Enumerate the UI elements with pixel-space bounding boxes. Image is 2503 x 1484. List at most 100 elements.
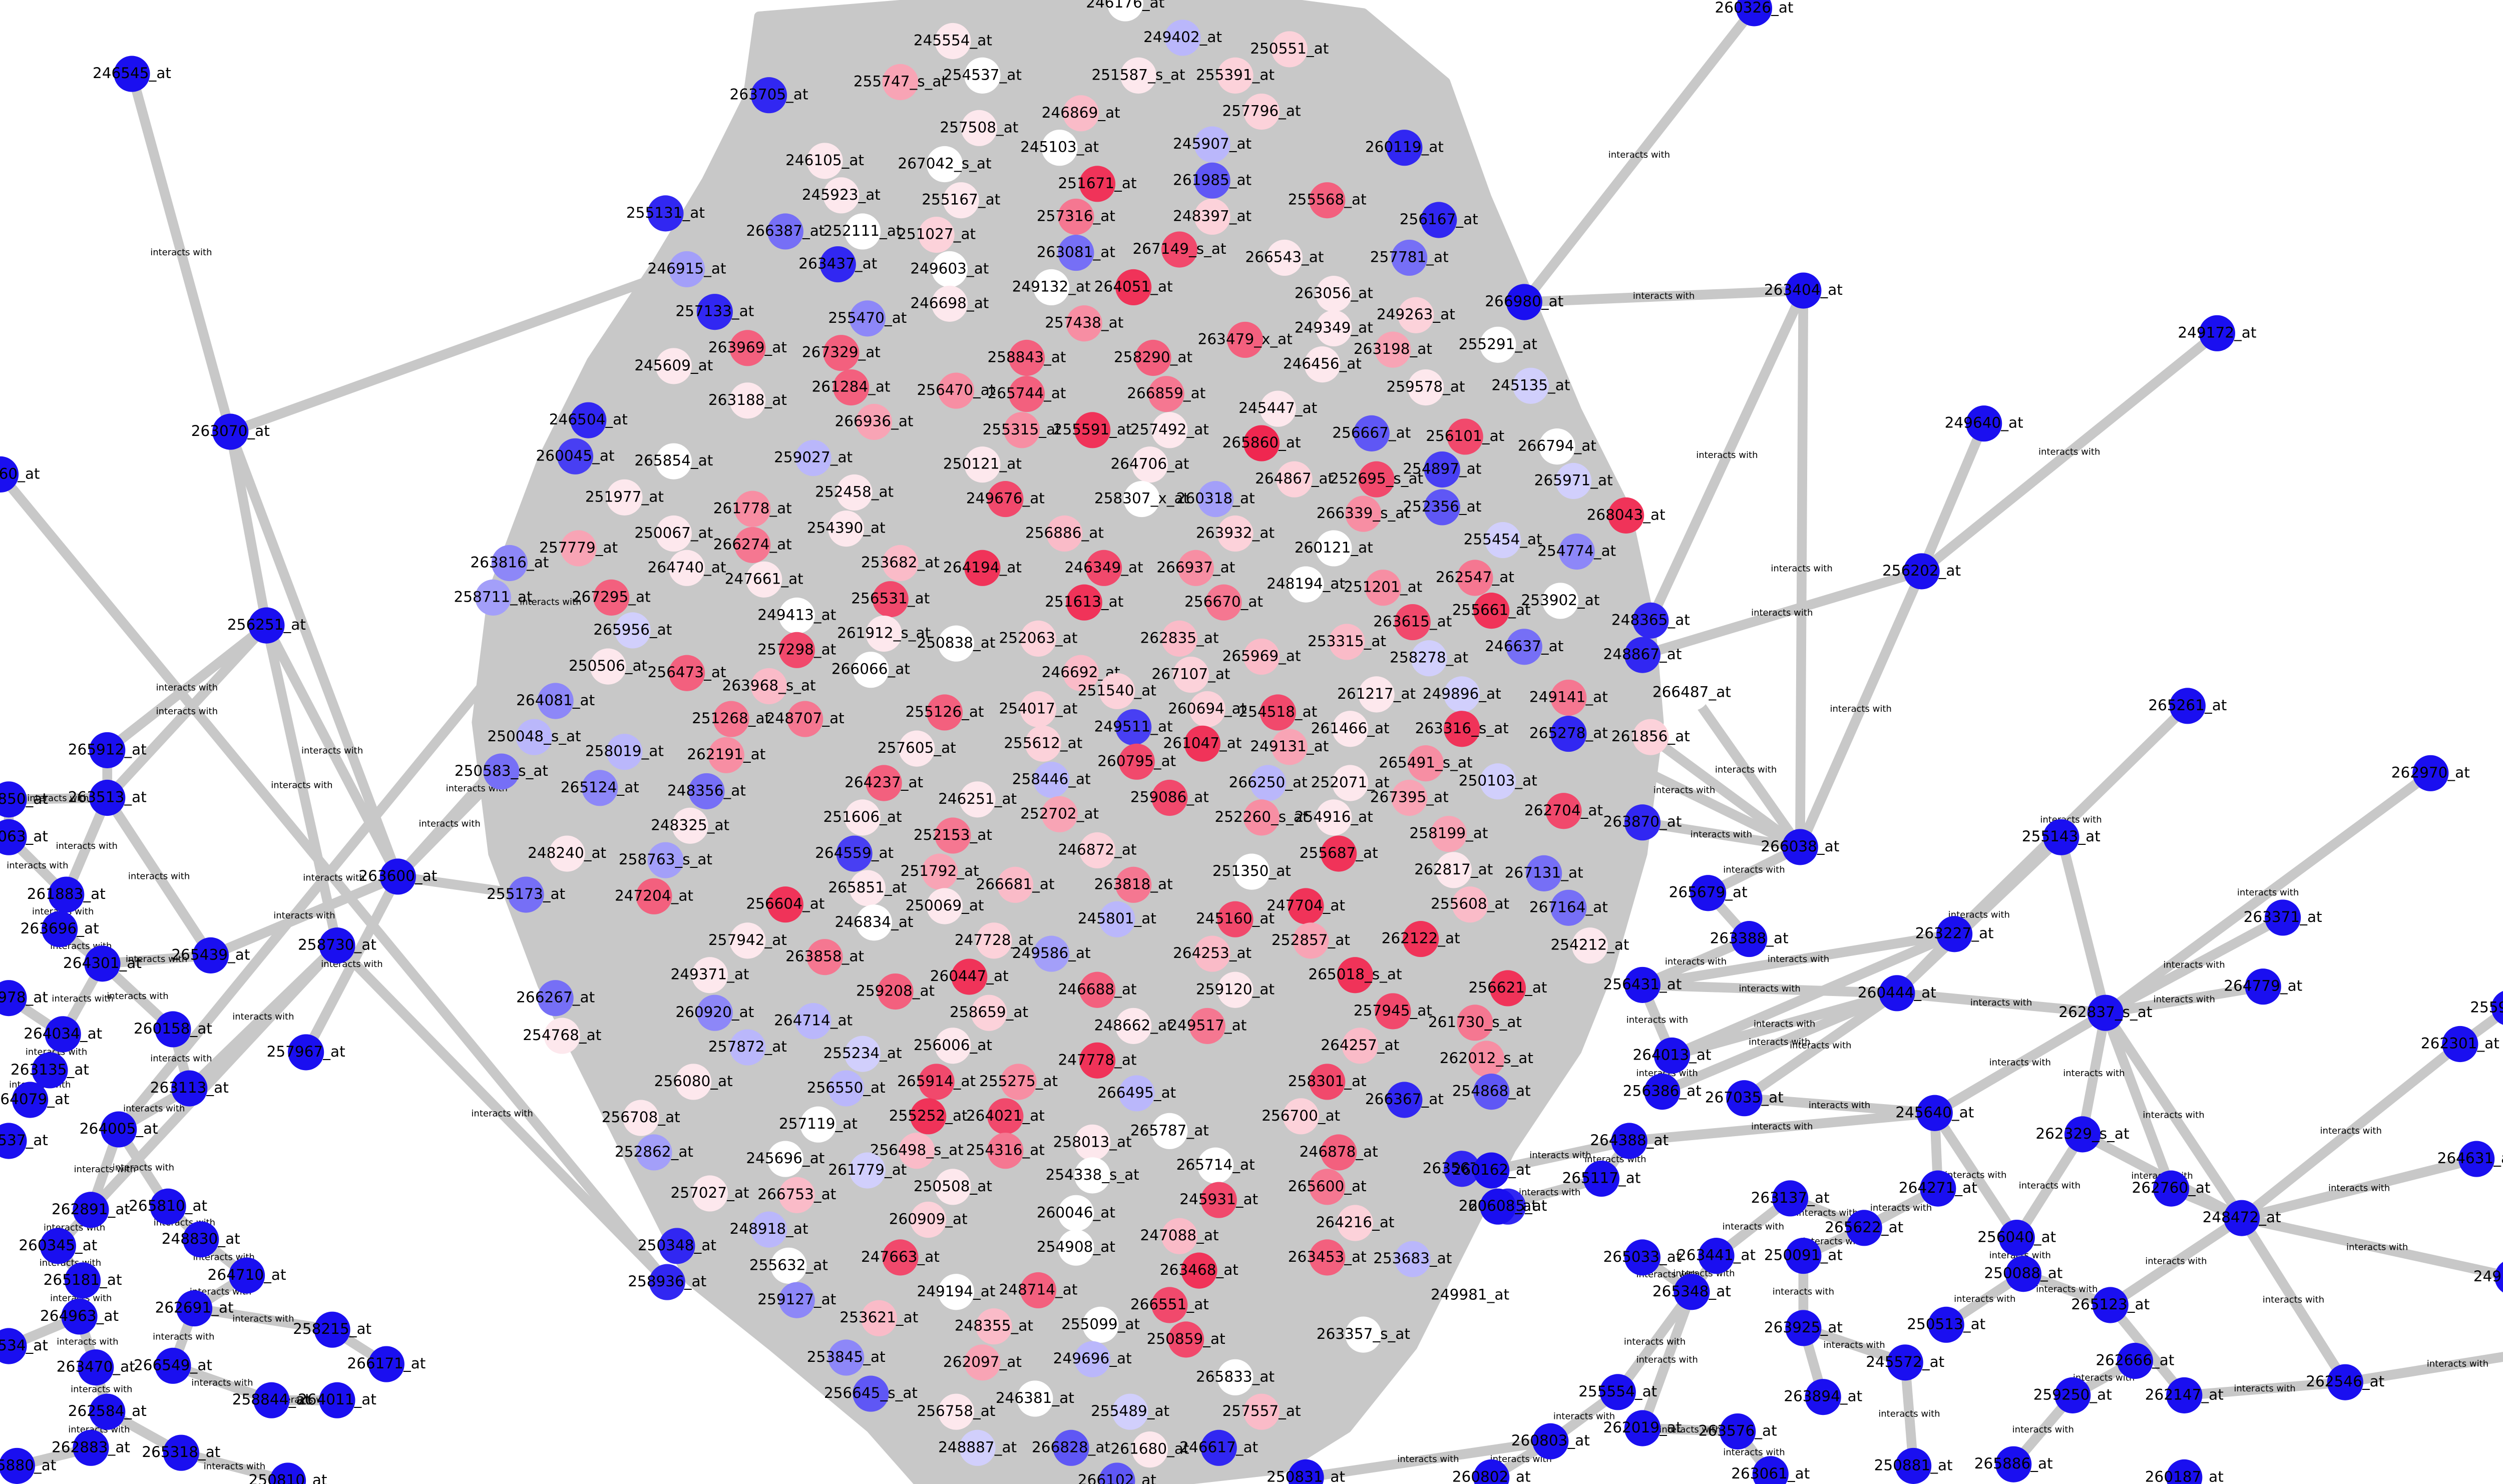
gene-node-circle[interactable] <box>163 1434 199 1471</box>
gene-node[interactable]: 254390_at <box>807 511 886 547</box>
gene-node-circle[interactable] <box>1194 935 1230 972</box>
gene-node[interactable]: 268043_at <box>1587 497 1665 534</box>
gene-node-circle[interactable] <box>1168 1321 1204 1358</box>
gene-node-circle[interactable] <box>1151 1287 1188 1323</box>
gene-node-circle[interactable] <box>1480 1188 1516 1225</box>
gene-node[interactable]: 250881_at <box>1874 1447 1953 1484</box>
gene-node[interactable]: 259250_at <box>2033 1377 2112 1413</box>
gene-node-circle[interactable] <box>659 1228 695 1264</box>
gene-node[interactable]: 245609_at <box>634 348 713 384</box>
gene-node-circle[interactable] <box>1966 405 2002 442</box>
gene-node[interactable]: 246456_at <box>1283 346 1362 383</box>
gene-node-circle[interactable] <box>557 438 594 474</box>
gene-node-circle[interactable] <box>1674 1274 1710 1310</box>
gene-node[interactable]: 255291_at <box>1459 326 1537 363</box>
gene-node[interactable]: 246105_at <box>785 143 864 179</box>
gene-node-circle[interactable] <box>1512 367 1549 404</box>
gene-node[interactable]: 250508_at <box>914 1169 992 1205</box>
gene-node[interactable]: 255099_at <box>1061 1306 1140 1343</box>
gene-node-circle[interactable] <box>48 876 85 913</box>
gene-node-circle[interactable] <box>1480 763 1516 800</box>
gene-node-circle[interactable] <box>1025 725 1061 762</box>
gene-node-circle[interactable] <box>1321 1134 1357 1171</box>
gene-node-circle[interactable] <box>1020 691 1057 727</box>
gene-node[interactable]: 263968_s_at <box>722 668 816 705</box>
gene-node-circle[interactable] <box>89 732 126 768</box>
gene-node[interactable]: 266495_at <box>1097 1075 1176 1112</box>
gene-node[interactable]: 252260_s_at <box>1214 799 1309 836</box>
gene-node-circle[interactable] <box>1903 553 1940 590</box>
gene-node-circle[interactable] <box>926 888 963 924</box>
gene-node-circle[interactable] <box>212 413 249 450</box>
gene-node[interactable]: 263316_s_at <box>1415 711 1509 747</box>
gene-node-circle[interactable] <box>1115 1008 1152 1044</box>
gene-node[interactable]: 262760_at <box>2132 1170 2211 1207</box>
gene-node-circle[interactable] <box>922 853 958 890</box>
gene-node-circle[interactable] <box>655 443 692 479</box>
gene-node-circle[interactable] <box>2153 1170 2190 1207</box>
gene-node-circle[interactable] <box>691 1175 728 1212</box>
gene-node[interactable]: 256550_at <box>807 1070 886 1107</box>
gene-node-circle[interactable] <box>40 1228 76 1264</box>
gene-node-circle[interactable] <box>1489 970 1526 1007</box>
gene-node[interactable]: 261217_at <box>1337 676 1416 713</box>
gene-node-circle[interactable] <box>1995 1446 2032 1482</box>
gene-node-circle[interactable] <box>1184 725 1221 762</box>
gene-node[interactable]: 257557_at <box>1222 1393 1301 1430</box>
gene-node-circle[interactable] <box>1058 198 1094 235</box>
gene-node[interactable]: 256700_at <box>1262 1098 1340 1135</box>
gene-node-circle[interactable] <box>1624 804 1661 841</box>
gene-node[interactable]: 262817_at <box>1414 852 1493 888</box>
gene-node-circle[interactable] <box>987 481 1024 518</box>
gene-node-circle[interactable] <box>795 1003 831 1040</box>
gene-node[interactable]: 246688_at <box>1058 971 1137 1008</box>
gene-node[interactable]: 256040_at <box>1977 1219 2056 1256</box>
gene-node[interactable]: 260162_at <box>1452 1152 1531 1189</box>
gene-node-circle[interactable] <box>1115 269 1152 306</box>
gene-node[interactable]: 252356_at <box>1403 489 1481 526</box>
gene-node-circle[interactable] <box>491 545 528 582</box>
gene-node-circle[interactable] <box>1079 971 1116 1008</box>
gene-node[interactable]: 263894_at <box>1784 1379 1862 1415</box>
gene-node[interactable]: 250831_at <box>1267 1459 1345 1484</box>
gene-node-circle[interactable] <box>1058 1229 1094 1266</box>
gene-node[interactable]: 257298_at <box>757 632 836 668</box>
gene-node-circle[interactable] <box>1345 1316 1382 1353</box>
gene-node-circle[interactable] <box>729 382 766 419</box>
gene-node-circle[interactable] <box>1550 716 1587 752</box>
gene-node[interactable]: 264301_at <box>63 945 142 982</box>
gene-node-circle[interactable] <box>314 1311 350 1348</box>
gene-node-circle[interactable] <box>959 1429 996 1466</box>
gene-node[interactable]: 263925_at <box>1764 1310 1843 1346</box>
gene-node[interactable]: 246692_at <box>1042 655 1120 691</box>
gene-node[interactable]: 249371_at <box>670 957 749 994</box>
gene-node-circle[interactable] <box>606 734 643 770</box>
gene-node[interactable]: 249511_at <box>1094 709 1173 746</box>
gene-node[interactable]: 263371_at <box>2244 899 2322 936</box>
gene-node[interactable]: 257796_at <box>1222 93 1301 130</box>
gene-node-circle[interactable] <box>1243 93 1280 130</box>
gene-node-circle[interactable] <box>1624 966 1661 1003</box>
gene-node[interactable]: 266367_at <box>1365 1082 1444 1118</box>
gene-node[interactable]: 249586_at <box>1012 935 1091 972</box>
gene-node[interactable]: 247850_at <box>0 781 48 818</box>
gene-node[interactable]: 254897_at <box>1403 451 1481 488</box>
gene-node-circle[interactable] <box>787 701 823 737</box>
gene-node-circle[interactable] <box>1293 922 1329 959</box>
gene-node-circle[interactable] <box>1430 816 1467 852</box>
gene-node-circle[interactable] <box>778 1282 815 1318</box>
gene-node[interactable]: 265787_at <box>1130 1113 1209 1149</box>
gene-node-circle[interactable] <box>1053 1429 1089 1466</box>
gene-node[interactable]: 249168_at <box>2473 1259 2503 1295</box>
gene-node[interactable]: 256708_at <box>602 1100 680 1136</box>
gene-node-circle[interactable] <box>828 1070 865 1107</box>
gene-node[interactable]: 255747_s_at <box>854 64 947 101</box>
gene-node[interactable]: 262546_at <box>2306 1364 2384 1400</box>
gene-node[interactable]: 265880_at <box>0 1447 56 1484</box>
gene-node[interactable]: 257316_at <box>1037 198 1115 235</box>
gene-node-circle[interactable] <box>987 1133 1024 1169</box>
gene-node-circle[interactable] <box>89 779 126 816</box>
gene-node-circle[interactable] <box>1217 57 1254 94</box>
gene-node-circle[interactable] <box>1447 418 1483 455</box>
gene-node[interactable]: 264021_at <box>966 1098 1045 1135</box>
